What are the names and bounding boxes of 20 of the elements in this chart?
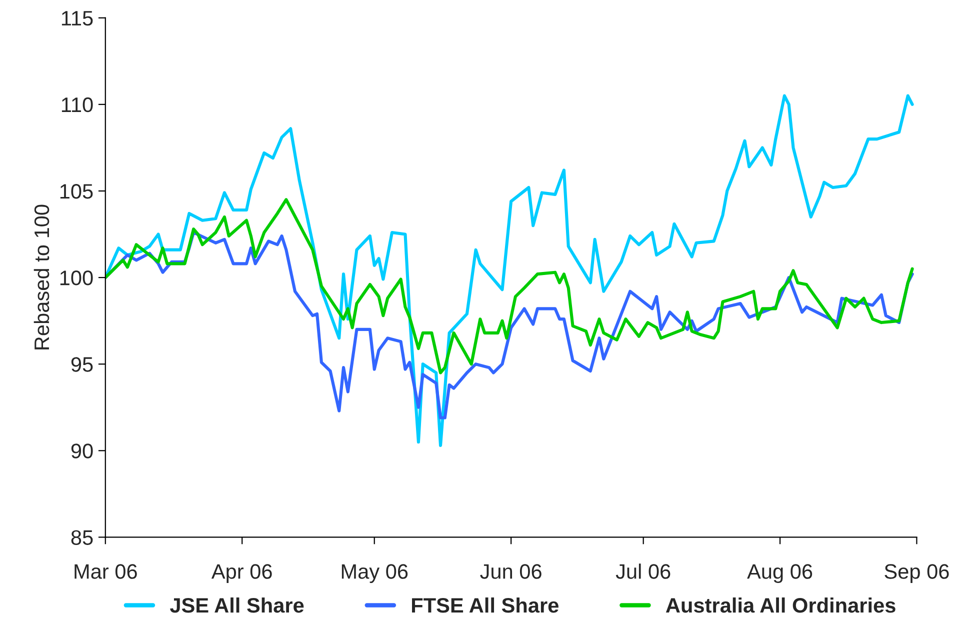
x-tick-label: May 06 — [342, 564, 408, 584]
legend-label: JSE All Share — [170, 597, 304, 613]
line-series — [105, 198, 914, 374]
y-axis-title: Rebased to 100 — [34, 204, 50, 350]
x-tick-label: Apr 06 — [211, 564, 272, 584]
legend-label: Australia All Ordinaries — [666, 597, 896, 613]
y-tick-label: 95 — [71, 357, 93, 372]
y-tick-label: 110 — [62, 97, 93, 112]
y-tick-label: 105 — [60, 184, 93, 199]
x-tick-label: Sep 06 — [884, 564, 949, 584]
x-tick-label: Jun 06 — [480, 564, 542, 579]
legend-label: FTSE All Share — [412, 597, 558, 613]
y-tick-label: 90 — [71, 444, 93, 458]
x-tick-label: Aug 06 — [747, 564, 812, 584]
y-tick-label: 115 — [62, 11, 93, 26]
y-tick-label: 100 — [60, 270, 93, 286]
line-series — [105, 94, 914, 447]
x-tick-label: Mar 06 — [74, 564, 137, 579]
y-tick-label: 85 — [71, 530, 93, 545]
x-tick-label: Jul 06 — [616, 564, 670, 579]
